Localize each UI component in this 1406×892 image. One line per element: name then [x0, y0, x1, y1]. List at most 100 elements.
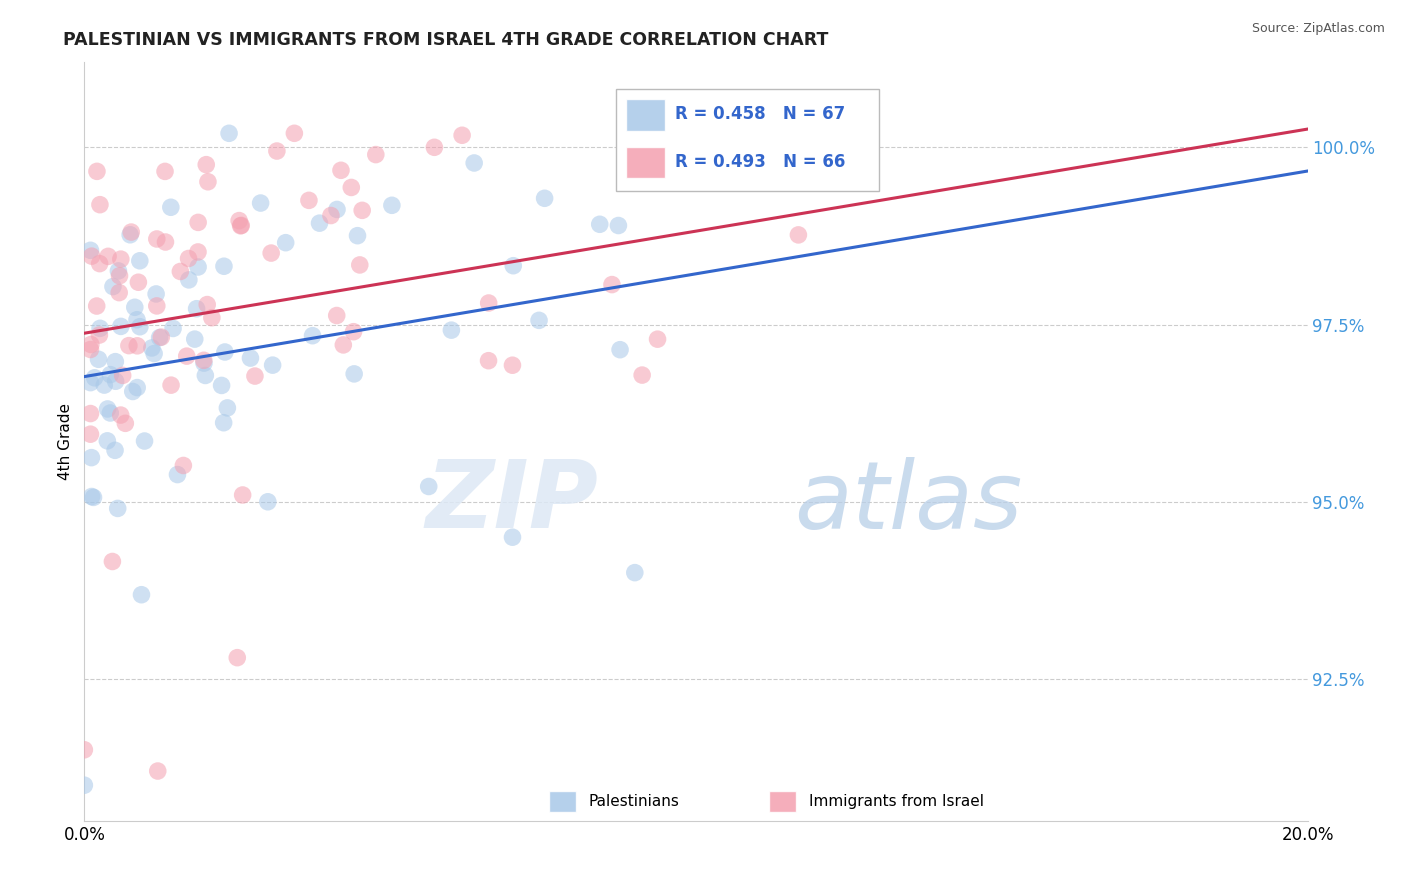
Point: [96, 434, 118, 448]
Point: [104, 354, 127, 368]
Point: [73, 743, 96, 757]
Point: [232, 488, 254, 502]
Point: [86, 299, 108, 313]
Point: [184, 332, 207, 346]
Point: [352, 203, 374, 218]
Point: [120, 225, 142, 239]
Point: [239, 351, 262, 365]
Point: [325, 309, 347, 323]
Point: [440, 323, 463, 337]
Point: [110, 252, 132, 266]
Point: [86, 164, 108, 178]
Point: [211, 378, 233, 392]
Point: [609, 343, 631, 357]
Point: [124, 300, 146, 314]
Point: [212, 416, 235, 430]
Point: [104, 374, 127, 388]
Point: [177, 252, 200, 266]
Point: [624, 566, 647, 580]
Point: [527, 313, 550, 327]
Point: [110, 408, 132, 422]
Point: [343, 367, 366, 381]
Point: [108, 285, 131, 300]
Text: Palestinians: Palestinians: [588, 794, 679, 809]
Point: [342, 325, 364, 339]
Point: [172, 458, 194, 473]
FancyBboxPatch shape: [616, 89, 880, 191]
Point: [301, 328, 323, 343]
Point: [166, 467, 188, 482]
Point: [79, 343, 101, 357]
Point: [79, 407, 101, 421]
Point: [364, 147, 387, 161]
Point: [98, 368, 121, 382]
Point: [187, 244, 209, 259]
Point: [160, 378, 183, 392]
Point: [108, 268, 131, 283]
Point: [266, 144, 288, 158]
Point: [87, 352, 110, 367]
Point: [298, 194, 321, 208]
Point: [118, 338, 141, 352]
Point: [533, 191, 555, 205]
Point: [98, 406, 121, 420]
Point: [201, 310, 224, 325]
Point: [197, 175, 219, 189]
Point: [600, 277, 623, 292]
Point: [326, 202, 349, 217]
Point: [89, 197, 111, 211]
Point: [381, 198, 404, 212]
Point: [501, 358, 523, 372]
Point: [129, 319, 152, 334]
Point: [330, 163, 353, 178]
Point: [146, 764, 169, 778]
FancyBboxPatch shape: [626, 146, 665, 178]
Point: [195, 297, 218, 311]
Y-axis label: 4th Grade: 4th Grade: [58, 403, 73, 480]
Point: [243, 369, 266, 384]
Text: R = 0.458   N = 67: R = 0.458 N = 67: [675, 105, 845, 123]
Point: [349, 258, 371, 272]
Point: [83, 371, 105, 385]
Point: [160, 200, 183, 214]
Point: [79, 244, 101, 258]
Point: [125, 312, 148, 326]
Point: [423, 140, 446, 154]
Point: [97, 249, 120, 263]
Point: [195, 158, 218, 172]
Text: Source: ZipAtlas.com: Source: ZipAtlas.com: [1251, 22, 1385, 36]
Point: [319, 209, 342, 223]
Point: [193, 356, 215, 370]
Point: [283, 126, 305, 140]
Point: [502, 530, 524, 544]
Point: [249, 196, 271, 211]
Point: [131, 588, 153, 602]
Point: [260, 246, 283, 260]
Text: R = 0.493   N = 66: R = 0.493 N = 66: [675, 153, 845, 170]
Point: [229, 219, 252, 233]
Point: [346, 228, 368, 243]
Text: Immigrants from Israel: Immigrants from Israel: [808, 794, 984, 809]
Point: [162, 321, 184, 335]
Point: [141, 341, 163, 355]
Point: [121, 384, 143, 399]
Text: atlas: atlas: [794, 457, 1022, 548]
Point: [169, 264, 191, 278]
Point: [79, 427, 101, 442]
Point: [187, 215, 209, 229]
Point: [463, 156, 485, 170]
Point: [155, 235, 177, 249]
Point: [107, 264, 129, 278]
Point: [194, 368, 217, 383]
Point: [145, 287, 167, 301]
Point: [127, 275, 149, 289]
Point: [477, 353, 499, 368]
Point: [274, 235, 297, 250]
Point: [478, 296, 501, 310]
Point: [120, 227, 142, 242]
Point: [418, 479, 440, 493]
Text: ZIP: ZIP: [425, 456, 598, 549]
Point: [193, 353, 215, 368]
Point: [214, 345, 236, 359]
Point: [146, 299, 169, 313]
